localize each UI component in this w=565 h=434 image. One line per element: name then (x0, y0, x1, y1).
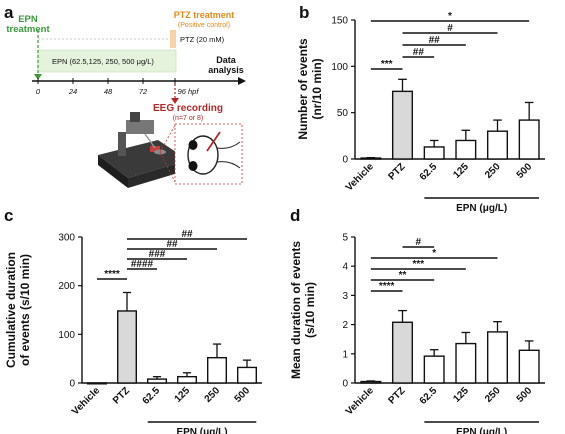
bar-500 (518, 349, 540, 384)
eeg-recording-label: EEG recording (153, 103, 223, 114)
chart-c-cumulative-duration: 0 100 200 300 Cumulative durationof events (… (4, 229, 262, 434)
eeg-n-label: (n=7 or 8) (173, 115, 204, 122)
bar-Vehicle (360, 380, 382, 384)
ptz-exposure-marker (170, 30, 176, 48)
y-tick-label: 0 (342, 155, 348, 166)
zoom-inset-box (174, 123, 243, 185)
y-tick-label: 300 (58, 233, 75, 244)
bar-125 (455, 342, 477, 384)
x-tick-label: Vehicle (70, 385, 102, 417)
significance-label: *** (381, 59, 393, 70)
y-tick-label: 100 (58, 330, 75, 341)
x-tick-label: 500 (515, 161, 535, 181)
bar-62.5 (423, 355, 445, 384)
data-analysis-label: Data analysis (208, 55, 244, 75)
ptz-positive-control-label: (Positive control) (178, 22, 230, 29)
group-label: EPN (μg/L) (456, 427, 507, 434)
bar-125 (455, 139, 477, 160)
eeg-rig-illustration (98, 112, 188, 188)
bar-PTZ (116, 310, 137, 384)
x-tick-label: 500 (233, 385, 253, 405)
panel-label-a: a (4, 3, 14, 22)
bar-250 (486, 331, 509, 384)
y-tick-label: 2 (342, 320, 348, 331)
x-tick-label: 250 (483, 385, 503, 405)
x-tick-label: 62.5 (418, 161, 440, 183)
bar-PTZ (391, 90, 414, 160)
panel-a-timeline: EPN treatment PTZ treatment (Positive con… (6, 10, 246, 188)
significance-label: ** (399, 270, 407, 281)
significance-label: ## (413, 47, 425, 58)
x-tick-label: Vehicle (344, 161, 376, 193)
x-tick-label: 250 (483, 161, 503, 181)
x-tick-label: 125 (173, 385, 193, 405)
significance-label: *** (412, 259, 424, 270)
bar-500 (236, 366, 257, 384)
bar-250 (206, 356, 227, 384)
timeline-tick-label: 48 (104, 87, 113, 96)
significance-label: #### (131, 259, 154, 270)
y-tick-label: 0 (342, 379, 348, 390)
y-axis-label: Mean duration of events(s/10 min) (289, 241, 317, 379)
timeline-arrowhead (238, 77, 246, 85)
significance-label: # (416, 237, 422, 248)
larva-head-illustration (187, 131, 241, 175)
y-tick-label: 100 (331, 62, 348, 73)
x-tick-label: PTZ (111, 385, 132, 406)
significance-label: **** (104, 269, 120, 280)
chart-d-mean-duration: 0 1 2 3 4 5 Mean duration of events(s/10 min) V… (289, 233, 545, 434)
x-tick-label: Vehicle (344, 385, 376, 417)
y-tick-label: 3 (342, 291, 348, 302)
bar-PTZ (391, 321, 414, 384)
timeline-tick-label: 24 (68, 87, 77, 96)
bar-250 (486, 130, 509, 160)
y-tick-label: 150 (331, 16, 348, 27)
timeline-tick-label: 96 hpf (178, 87, 200, 96)
y-tick-label: 5 (342, 233, 348, 244)
significance-label: ### (149, 249, 166, 260)
x-tick-label: 125 (451, 385, 471, 405)
significance-label: **** (379, 281, 395, 292)
significance-label: # (447, 23, 453, 34)
y-tick-label: 200 (58, 281, 75, 292)
significance-label: * (432, 248, 436, 259)
x-tick-label: PTZ (386, 161, 407, 182)
group-label: EPN (μg/L) (176, 427, 227, 434)
significance-label: * (448, 11, 452, 22)
bar-62.5 (146, 378, 167, 384)
significance-label: ## (166, 239, 178, 250)
chart-b-number-of-events: 0 50 100 150 Number of events(nr/10 min) Vehi… (296, 11, 545, 214)
panel-label-d: d (290, 206, 300, 225)
significance-label: ## (181, 229, 193, 240)
timeline-tick-label: 0 (36, 87, 41, 96)
ptz-treatment-label: PTZ treatment (174, 10, 235, 20)
x-tick-label: 62.5 (418, 385, 440, 407)
bar-62.5 (423, 146, 445, 160)
timeline-tick-label: 72 (139, 87, 148, 96)
significance-label: ## (429, 35, 441, 46)
x-tick-label: 62.5 (141, 385, 163, 407)
group-label: EPN (μg/L) (456, 203, 507, 214)
panel-label-b: b (299, 3, 309, 22)
bar-Vehicle (86, 382, 107, 385)
y-axis-label: Number of events(nr/10 min) (296, 38, 324, 140)
y-tick-label: 0 (69, 379, 75, 390)
y-tick-label: 4 (342, 262, 348, 273)
x-tick-label: PTZ (386, 385, 407, 406)
y-tick-label: 50 (337, 108, 349, 119)
bar-125 (176, 375, 197, 384)
x-tick-label: 250 (203, 385, 223, 405)
y-axis-label: Cumulative durationof events (s/10 min) (4, 252, 32, 368)
y-tick-label: 1 (342, 349, 348, 360)
epn-treatment-label: EPN treatment (6, 14, 50, 35)
bar-500 (518, 119, 540, 160)
epn-doses-label: EPN (62.5,125, 250, 500 μg/L) (52, 57, 154, 66)
panel-label-c: c (4, 206, 13, 225)
ptz-dose-label: PTZ (20 mM) (180, 35, 225, 44)
x-tick-label: 125 (451, 161, 471, 181)
x-tick-label: 500 (515, 385, 535, 405)
